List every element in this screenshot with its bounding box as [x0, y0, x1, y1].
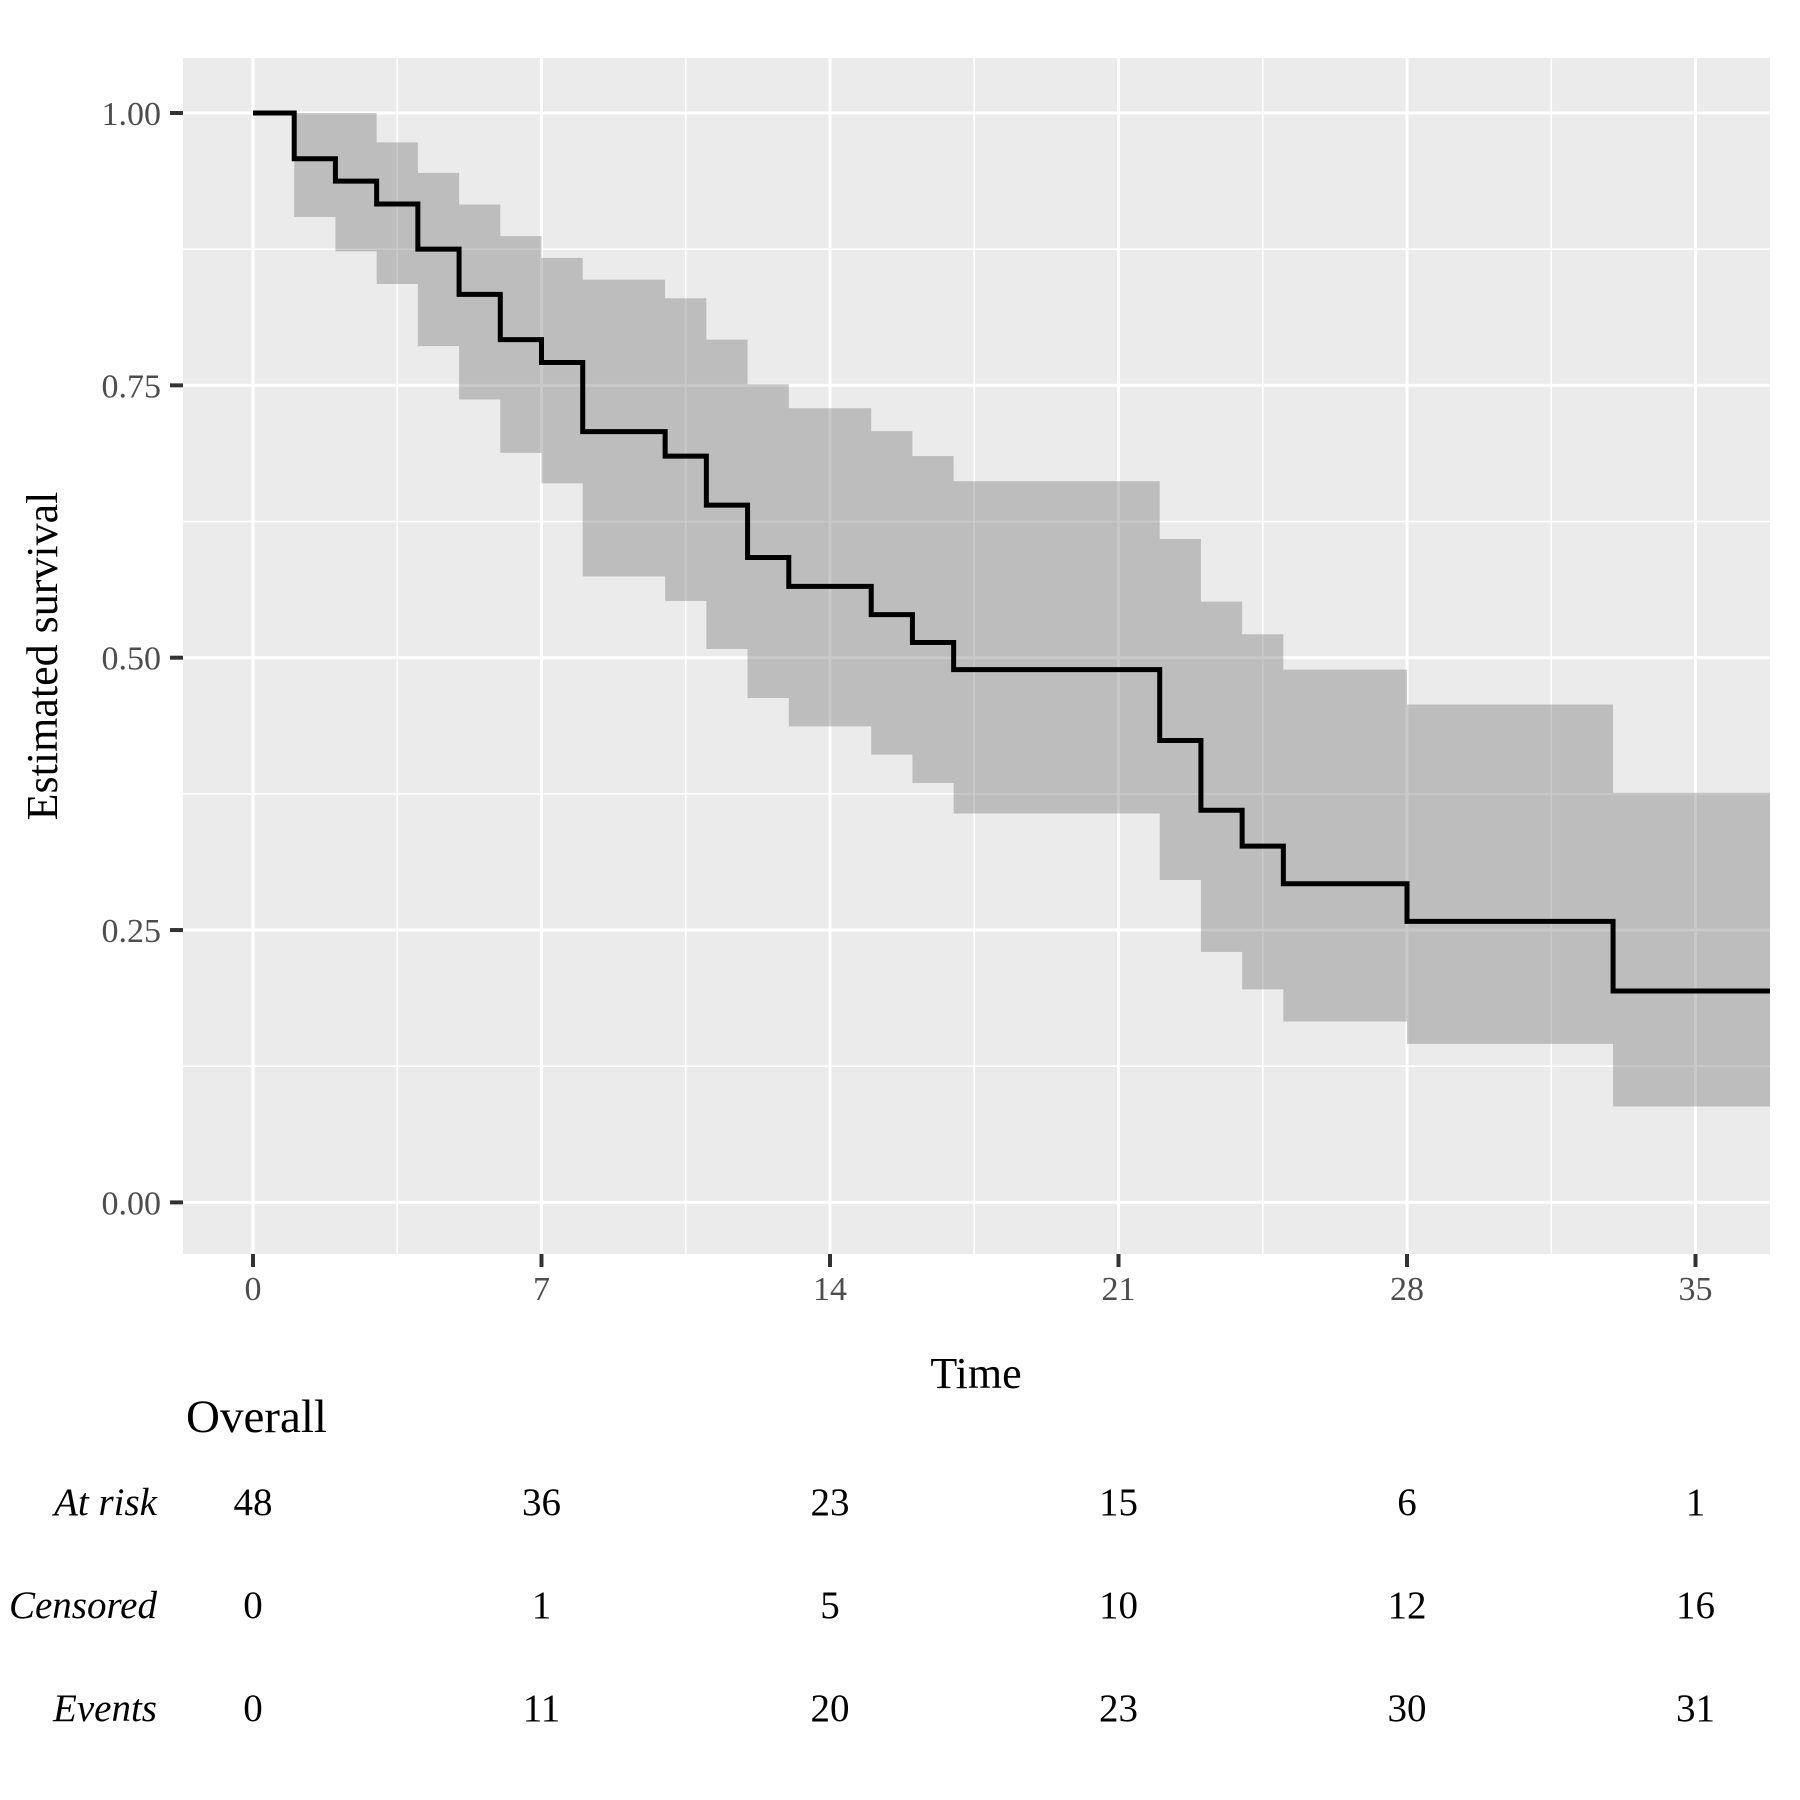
risk-table-value: 20 — [811, 1687, 850, 1730]
risk-table-value: 36 — [522, 1481, 561, 1524]
risk-table-value: 10 — [1099, 1584, 1138, 1627]
risk-table-value: 0 — [243, 1687, 263, 1730]
risk-table-value: 0 — [243, 1584, 263, 1627]
x-axis-title: Time — [930, 1349, 1021, 1398]
risk-table-value: 1 — [532, 1584, 552, 1627]
y-tick-label: 0.25 — [102, 913, 162, 950]
plot-panel: 1.00 0.75 0.50 0.25 0.00 0 7 14 21 28 35 — [102, 58, 1770, 1308]
y-tick-label: 0.00 — [102, 1185, 162, 1222]
y-tick-label: 0.50 — [102, 641, 162, 678]
risk-table-value: 23 — [1099, 1687, 1138, 1730]
risk-table-value: 16 — [1676, 1584, 1715, 1627]
risk-table-row-label: Censored — [9, 1584, 158, 1627]
panel-background — [183, 58, 1770, 1254]
risk-table-value: 23 — [811, 1481, 850, 1524]
risk-table-value: 6 — [1397, 1481, 1417, 1524]
x-tick-label: 0 — [245, 1271, 262, 1308]
x-tick-label: 14 — [813, 1271, 847, 1308]
risk-table-value: 48 — [234, 1481, 273, 1524]
risk-table-value: 12 — [1388, 1584, 1427, 1627]
x-tick-label: 28 — [1390, 1271, 1424, 1308]
confidence-band — [294, 113, 1770, 1107]
x-tick-label: 35 — [1679, 1271, 1713, 1308]
risk-table-value: 31 — [1676, 1687, 1715, 1730]
x-tick-label: 21 — [1102, 1271, 1136, 1308]
survival-curve — [253, 110, 1770, 994]
x-tick-label: 7 — [533, 1271, 550, 1308]
risk-table-value: 1 — [1686, 1481, 1706, 1524]
risk-table-value: 5 — [820, 1584, 840, 1627]
risk-table-title: Overall — [186, 1391, 327, 1443]
y-axis-title: Estimated survival — [18, 492, 67, 821]
risk-table-value: 15 — [1099, 1481, 1138, 1524]
risk-table-value: 30 — [1388, 1687, 1427, 1730]
y-tick-label: 1.00 — [102, 96, 162, 133]
risk-table-row-label: At risk — [51, 1481, 158, 1524]
risk-table-row-label: Events — [52, 1687, 157, 1730]
y-tick-label: 0.75 — [102, 368, 162, 405]
risk-table-value: 11 — [523, 1687, 561, 1730]
